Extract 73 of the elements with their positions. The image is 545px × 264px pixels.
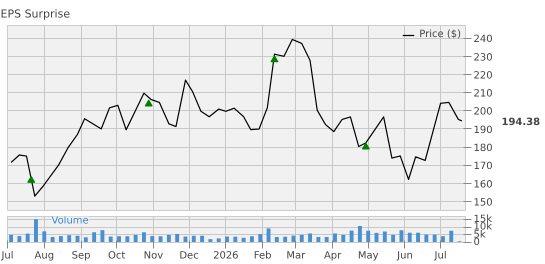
bar	[125, 236, 130, 242]
x-tick-label: 2026	[213, 250, 239, 262]
x-tick-label: Dec	[179, 250, 199, 262]
bar	[67, 235, 72, 242]
x-tick-label: Mar	[286, 250, 306, 262]
bar	[134, 234, 138, 242]
y-tick-label: 170	[474, 161, 493, 172]
y-tick-label: 150	[474, 197, 493, 208]
x-tick-label: Aug	[34, 250, 54, 262]
bar	[100, 230, 104, 242]
bar	[200, 236, 204, 242]
bar	[175, 234, 180, 242]
x-tick-label: Jul	[434, 250, 447, 262]
bar	[9, 234, 14, 242]
x-tick-label: Jul	[0, 250, 14, 262]
bar	[50, 236, 55, 242]
bar	[308, 233, 312, 242]
y-tick-label: 180	[474, 143, 493, 154]
point	[144, 99, 153, 107]
x-tick-label: Sep	[72, 250, 90, 262]
bar	[208, 239, 212, 242]
bar	[424, 234, 428, 242]
y-tick-label: 200	[474, 106, 493, 118]
line-series	[10, 38, 463, 197]
y-tick-label: 190	[474, 124, 493, 136]
bar	[399, 230, 404, 242]
bar	[76, 236, 80, 242]
point	[362, 142, 370, 150]
bar	[432, 234, 437, 242]
bar	[92, 232, 96, 242]
bar	[26, 234, 30, 242]
bar	[291, 236, 296, 242]
bar	[142, 232, 146, 242]
bar	[166, 234, 171, 242]
bar	[366, 230, 370, 242]
x-tick-label: Feb	[254, 250, 272, 262]
bar	[158, 236, 163, 242]
y-tick-label: 160	[474, 179, 493, 190]
point	[270, 55, 278, 62]
bar	[58, 236, 63, 242]
y-tick-label: 220	[474, 70, 493, 82]
bar	[17, 236, 22, 242]
bar	[34, 219, 38, 242]
bar	[333, 233, 337, 242]
bar	[382, 231, 387, 242]
bar	[283, 236, 288, 242]
bar	[184, 236, 188, 242]
x-tick-label: Oct	[108, 250, 126, 262]
text: 194.38	[502, 116, 540, 128]
bar	[117, 236, 121, 242]
y-tick-label: 230	[474, 52, 493, 64]
bar	[391, 234, 396, 242]
bar	[233, 236, 238, 242]
x-tick-label: Apr	[324, 250, 342, 262]
y-tick-label: 240	[474, 34, 493, 46]
bar	[374, 232, 378, 242]
bar	[324, 236, 329, 242]
bar	[250, 236, 254, 242]
bar	[358, 226, 362, 242]
bar	[441, 236, 445, 242]
bar	[350, 230, 354, 242]
bar	[416, 232, 420, 242]
point	[27, 176, 36, 183]
x-tick-label: Jun	[396, 250, 413, 262]
bar	[266, 228, 270, 242]
bar	[274, 236, 279, 242]
bar	[316, 236, 320, 242]
legend-label: Price ($)	[419, 29, 461, 40]
x-tick-label: May	[358, 250, 379, 262]
y-tick-label: 210	[474, 88, 493, 100]
chart-title: EPS Surprise	[0, 8, 70, 20]
y-tick-label: 0	[474, 237, 480, 248]
x-tick-label: Nov	[144, 250, 164, 262]
